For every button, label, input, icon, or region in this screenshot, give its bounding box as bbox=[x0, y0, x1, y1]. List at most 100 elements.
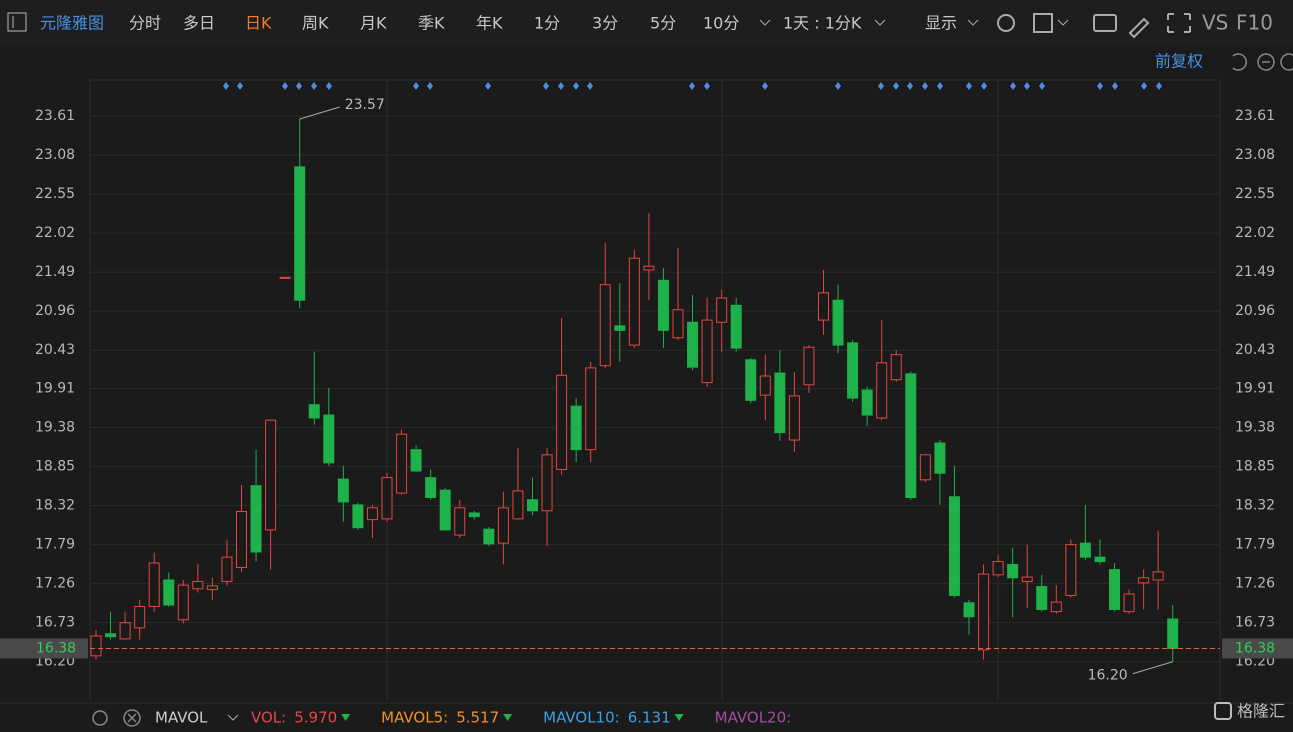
candle-body bbox=[279, 276, 291, 279]
tab[interactable]: 多日 bbox=[183, 14, 215, 33]
indicator-name[interactable]: MAVOL bbox=[155, 709, 208, 727]
high-label: 23.57 bbox=[345, 97, 385, 113]
y-tick-label: 18.85 bbox=[35, 459, 75, 475]
y-tick-label: 23.61 bbox=[35, 108, 75, 124]
tab[interactable]: 季K bbox=[418, 14, 445, 33]
tab[interactable]: 5分 bbox=[650, 14, 676, 33]
sidebar-icon[interactable] bbox=[7, 12, 27, 32]
candle-body bbox=[818, 292, 829, 321]
zoom-out-icon[interactable] bbox=[1257, 53, 1275, 71]
fullscreen-icon[interactable] bbox=[1167, 13, 1191, 33]
indicator-label: MAVOL5: bbox=[381, 709, 448, 727]
candle-body bbox=[919, 454, 931, 481]
tab[interactable]: 10分 bbox=[703, 14, 739, 33]
candle-body bbox=[745, 359, 757, 401]
tab[interactable]: 3分 bbox=[592, 14, 618, 33]
dropdown-arrow[interactable] bbox=[874, 19, 886, 26]
candle-body bbox=[657, 279, 669, 331]
candle-body bbox=[337, 478, 349, 503]
indicator-label: MAVOL10: bbox=[543, 709, 620, 727]
event-markers[interactable] bbox=[223, 82, 1162, 90]
dropdown-arrow[interactable] bbox=[1057, 19, 1069, 26]
candle-body bbox=[236, 510, 247, 568]
indicator-trend bbox=[341, 714, 351, 721]
candle-body bbox=[774, 372, 786, 434]
candle-body bbox=[876, 362, 888, 419]
period-select[interactable]: 1天 : 1分K bbox=[783, 14, 862, 33]
y2-tick-label: 19.38 bbox=[1235, 420, 1275, 436]
candle-body bbox=[119, 622, 131, 640]
y2-tick-label: 19.91 bbox=[1235, 381, 1275, 397]
draw-icon[interactable] bbox=[1128, 17, 1150, 39]
tab[interactable]: 周K bbox=[302, 14, 329, 33]
candle-body bbox=[570, 405, 582, 451]
candle-body bbox=[352, 504, 364, 529]
low-pointer bbox=[1132, 661, 1173, 675]
candle-body bbox=[1094, 556, 1106, 563]
candle-body bbox=[1050, 601, 1062, 613]
candle-body bbox=[497, 507, 509, 544]
candle-body bbox=[599, 284, 611, 367]
indicator-value: 6.131 bbox=[628, 709, 671, 727]
candle-body bbox=[847, 342, 859, 399]
candle-body bbox=[1065, 544, 1077, 596]
candle-body bbox=[206, 585, 218, 591]
candle-body bbox=[992, 561, 1004, 576]
candle-body bbox=[1007, 564, 1019, 579]
candle-body bbox=[759, 375, 771, 396]
candle-body bbox=[788, 395, 800, 441]
candle-body bbox=[1152, 571, 1164, 581]
display-menu[interactable]: 显示 bbox=[925, 14, 957, 33]
candle-body bbox=[105, 633, 117, 638]
candle-body bbox=[701, 319, 713, 384]
toolbar bbox=[0, 0, 1293, 46]
candle-body bbox=[425, 477, 437, 499]
y-tick-label: 17.79 bbox=[35, 537, 75, 553]
screenshot-icon[interactable] bbox=[1093, 14, 1117, 32]
vs-button[interactable]: VS bbox=[1202, 11, 1228, 35]
indicator-values: VOL: 5.970 MAVOL5: 5.517 MAVOL10: 6.131 MAVOL2… bbox=[251, 709, 791, 727]
candle-body bbox=[541, 454, 553, 512]
indicator-settings-icon[interactable] bbox=[92, 710, 108, 726]
stock-name[interactable]: 元隆雅图 bbox=[40, 14, 104, 33]
candle-body bbox=[512, 490, 524, 520]
indicator-close-icon-x bbox=[127, 713, 137, 723]
dropdown-arrow[interactable] bbox=[759, 19, 771, 26]
indicator-close-icon[interactable] bbox=[123, 709, 141, 727]
y-tick-label: 17.26 bbox=[35, 576, 75, 592]
tab[interactable]: 年K bbox=[476, 14, 503, 33]
zoom-in-icon[interactable] bbox=[1280, 53, 1293, 71]
candle-body bbox=[265, 419, 277, 531]
y2-tick-label: 20.43 bbox=[1235, 342, 1275, 358]
candle-body bbox=[250, 485, 262, 553]
candle-body bbox=[963, 602, 975, 618]
tab[interactable]: 分时 bbox=[129, 14, 161, 33]
tab[interactable]: 月K bbox=[360, 14, 387, 33]
tab[interactable]: 日K bbox=[245, 14, 272, 33]
tab[interactable]: 1分 bbox=[534, 14, 560, 33]
f10-button[interactable]: F10 bbox=[1236, 11, 1273, 35]
dropdown-arrow[interactable] bbox=[227, 714, 239, 721]
candles bbox=[90, 119, 1179, 662]
candle-body bbox=[628, 257, 640, 346]
y2-tick-label: 20.96 bbox=[1235, 303, 1275, 319]
y2-tick-label: 22.02 bbox=[1235, 225, 1275, 241]
candle-body bbox=[410, 449, 422, 472]
y2-tick-label: 16.73 bbox=[1235, 615, 1275, 631]
y2-tick-label: 22.55 bbox=[1235, 186, 1275, 202]
y2-tick-label: 18.32 bbox=[1235, 498, 1275, 514]
y-tick-label: 18.32 bbox=[35, 498, 75, 514]
candle-body bbox=[934, 442, 946, 474]
high-pointer bbox=[299, 106, 340, 120]
y2-tick-label: 23.08 bbox=[1235, 147, 1275, 163]
undo-icon[interactable] bbox=[1232, 53, 1248, 71]
candle-body bbox=[134, 605, 146, 629]
candle-body bbox=[308, 404, 320, 419]
y-tick-label: 23.08 bbox=[35, 147, 75, 163]
dropdown-arrow[interactable] bbox=[967, 19, 979, 26]
style-icon[interactable] bbox=[1033, 13, 1053, 33]
candle-body bbox=[527, 499, 538, 512]
settings-icon[interactable] bbox=[997, 14, 1015, 32]
adjust-select[interactable]: 前复权 bbox=[1155, 52, 1203, 71]
